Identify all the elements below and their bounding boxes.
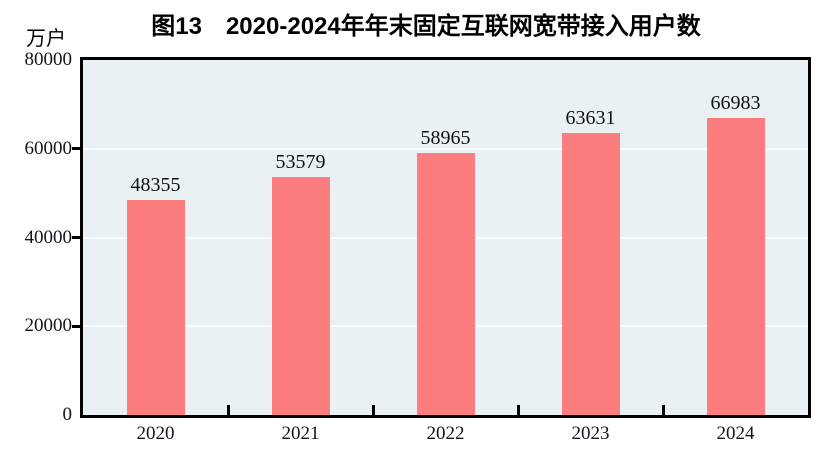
- y-tick-label-20000: 20000: [24, 315, 73, 337]
- x-tick-mark-3: [516, 405, 520, 415]
- gridline-60000: [83, 147, 808, 150]
- bar-value-label-2021: 53579: [275, 151, 326, 174]
- y-tick-label-0: 0: [62, 404, 73, 425]
- x-tick-mark-4: [661, 405, 665, 415]
- bar-2024: [706, 117, 765, 415]
- x-tick-mark-2: [371, 405, 375, 415]
- y-tick-mark-40000: [72, 236, 80, 239]
- y-axis-unit-label: 万户: [26, 28, 66, 50]
- bar-2021: [271, 177, 330, 415]
- x-tick-mark-1: [226, 405, 230, 415]
- bar-2022: [416, 153, 475, 415]
- bar-value-label-2020: 48355: [130, 174, 181, 197]
- bar-value-label-2022: 58965: [420, 127, 471, 150]
- x-axis-label-2020: 2020: [136, 423, 175, 444]
- x-axis-label-2023: 2023: [571, 423, 610, 444]
- y-tick-label-40000: 40000: [24, 226, 73, 248]
- y-tick-mark-20000: [72, 324, 80, 328]
- bar-value-label-2024: 66983: [710, 91, 761, 114]
- bar-value-label-2023: 63631: [565, 106, 616, 129]
- y-tick-mark-60000: [72, 147, 80, 151]
- bar-2023: [561, 132, 620, 415]
- y-tick-label-60000: 60000: [24, 137, 73, 159]
- bar-2020: [126, 200, 185, 415]
- y-tick-label-80000: 80000: [24, 49, 73, 70]
- x-axis-label-2022: 2022: [426, 423, 465, 444]
- x-axis-label-2021: 2021: [281, 423, 320, 444]
- chart-title: 图13 2020-2024年年末固定互联网宽带接入用户数: [151, 13, 701, 40]
- x-axis-label-2024: 2024: [716, 423, 755, 444]
